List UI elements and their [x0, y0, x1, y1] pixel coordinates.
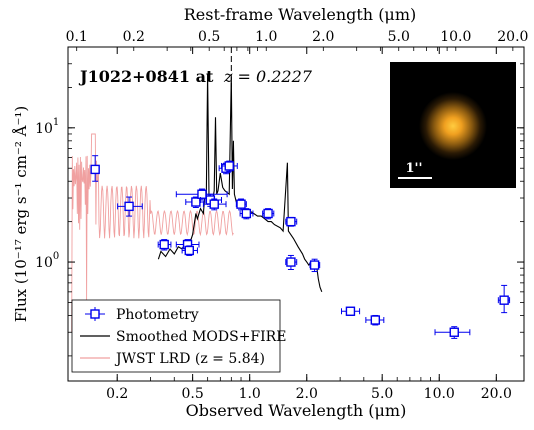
- photometry-marker: [263, 208, 273, 219]
- legend-lrd-label: JWST LRD (z = 5.84): [114, 351, 265, 367]
- photometry-marker: [159, 239, 169, 250]
- object-name: J1022+0841 at: [78, 67, 214, 86]
- y-tick-label: 10: [35, 255, 53, 271]
- legend-photometry-marker: [85, 307, 105, 321]
- photometry-marker: [370, 315, 381, 325]
- top-tick-label: 1.0: [255, 29, 277, 45]
- x-tick-label: 10.0: [424, 386, 455, 402]
- photometry-marker: [309, 260, 320, 270]
- photometry-point: [285, 216, 298, 227]
- photometry-point: [157, 239, 172, 251]
- photometry-point: [434, 326, 471, 339]
- top-axis-label: Rest-frame Wavelength (μm): [184, 5, 417, 24]
- photometry-marker: [236, 199, 246, 209]
- x-axis-label: Observed Wavelength (μm): [186, 401, 407, 420]
- object-label: J1022+0841 at z = 0.2227: [78, 67, 313, 86]
- photometry-point: [117, 196, 143, 217]
- photometry-marker: [90, 164, 100, 175]
- legend-mods-label: Smoothed MODS+FIRE: [116, 329, 286, 345]
- photometry-point: [309, 258, 321, 273]
- photometry-point: [202, 198, 227, 211]
- photometry-marker: [184, 245, 194, 256]
- y-axis-label: Flux (10⁻¹⁷ erg s⁻¹ cm⁻² Å⁻¹): [12, 106, 30, 323]
- top-tick-label: 20.0: [497, 29, 528, 45]
- photometry-point: [239, 208, 254, 220]
- photometry-marker: [241, 208, 252, 219]
- redshift-value: z = 0.2227: [223, 67, 313, 86]
- photometry-point: [175, 188, 228, 201]
- photometry-point: [365, 314, 385, 326]
- photometry-point: [221, 160, 238, 172]
- axes-layer: 0.2 0.5 1.0 2.0 5.0 10.0 20.0 0.1 0.2 0.5 1.0 2.0 5.…: [35, 29, 528, 402]
- photometry-marker: [124, 201, 134, 212]
- photometry-marker: [286, 257, 296, 267]
- top-tick-label: 0.2: [123, 29, 145, 45]
- lrd-spectrum-line: [71, 133, 234, 333]
- photometry-marker: [449, 327, 459, 337]
- top-tick-label: 5.0: [388, 29, 410, 45]
- photometry-point: [497, 284, 511, 314]
- plot-frame: [67, 46, 525, 382]
- photometry-point: [90, 155, 100, 182]
- top-tick-label: 0.1: [66, 29, 88, 45]
- legend-photometry-label: Photometry: [116, 307, 199, 323]
- top-tick-label: 10.0: [440, 29, 471, 45]
- photometry-marker: [191, 197, 201, 207]
- lrd-spectrum-layer: [71, 133, 234, 333]
- photometry-point: [181, 245, 198, 256]
- photometry-marker: [197, 189, 207, 199]
- x-tick-label: 2.0: [296, 386, 318, 402]
- top-tick-label: 0.5: [198, 29, 220, 45]
- x-tick-label: 0.5: [182, 386, 204, 402]
- y-tick-label: 10: [35, 121, 53, 137]
- x-tick-label: 20.0: [481, 386, 512, 402]
- photometry-point: [285, 254, 298, 271]
- photometry-marker: [224, 161, 234, 171]
- photometry-marker: [286, 216, 296, 227]
- inset-image: 1'': [390, 62, 516, 188]
- photometry-point: [262, 208, 275, 220]
- legend: Photometry Smoothed MODS+FIRE JWST LRD (…: [71, 299, 286, 373]
- top-tick-label: 2.0: [312, 29, 334, 45]
- photometry-marker: [209, 199, 219, 209]
- x-tick-label: 0.2: [106, 386, 128, 402]
- photometry-point: [235, 198, 247, 211]
- photometry-point: [185, 196, 209, 208]
- photometry-point: [340, 306, 361, 316]
- x-tick-label: 1.0: [239, 386, 261, 402]
- mods-fire-spectrum-line: [157, 74, 323, 293]
- y-tick-exponent: 0: [53, 251, 59, 262]
- scale-bar-label: 1'': [405, 161, 422, 176]
- photometry-layer: [90, 155, 511, 339]
- photometry-marker: [345, 306, 356, 316]
- x-tick-label: 5.0: [371, 386, 393, 402]
- photometry-marker: [499, 295, 509, 305]
- y-tick-exponent: 1: [53, 117, 59, 128]
